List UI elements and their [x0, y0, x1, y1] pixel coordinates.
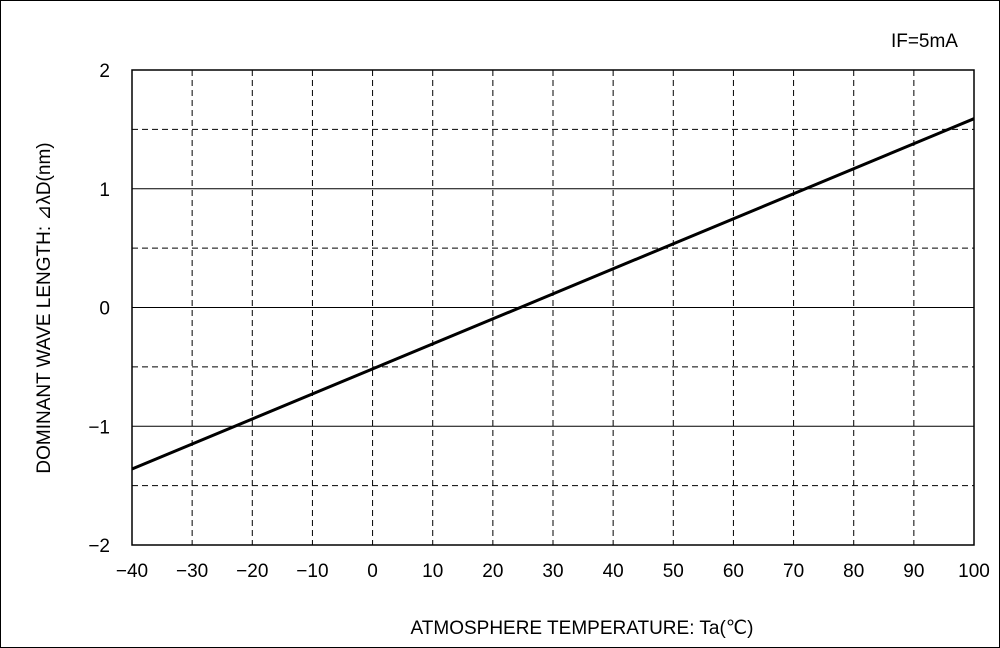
- x-tick-label: 40: [603, 561, 624, 582]
- x-tick-label: 60: [723, 561, 744, 582]
- x-tick-label: −40: [116, 561, 148, 582]
- x-tick-label: −30: [176, 561, 208, 582]
- y-tick-labels: 2 1 0 −1 −2: [88, 61, 110, 557]
- x-tick-label: 20: [482, 561, 503, 582]
- x-tick-label: −20: [236, 561, 268, 582]
- plot-area: [131, 69, 975, 546]
- x-tick-label: 50: [663, 561, 684, 582]
- x-tick-label: 100: [958, 561, 990, 582]
- series-group: [131, 117, 975, 471]
- y-tick-label: 0: [99, 299, 110, 320]
- x-tick-label: −10: [296, 561, 328, 582]
- x-tick-label: 90: [903, 561, 924, 582]
- series-line: [131, 117, 975, 471]
- x-axis-label: ATMOSPHERE TEMPERATURE: Ta(℃): [411, 618, 754, 639]
- y-tick-label: −2: [88, 536, 110, 557]
- x-tick-label: 80: [843, 561, 864, 582]
- x-tick-label: 70: [783, 561, 804, 582]
- x-tick-label: 10: [422, 561, 443, 582]
- y-tick-label: 2: [99, 61, 110, 82]
- y-tick-label: 1: [99, 180, 110, 201]
- y-axis-label: DOMINANT WAVE LENGTH: ⊿λD(nm): [34, 142, 55, 473]
- x-tick-labels: −40 −30 −20 −10 0 10 20 30 40 50 60 70 80 90 100: [116, 561, 990, 582]
- y-tick-label: −1: [88, 417, 110, 438]
- annotation-label: IF=5mA: [891, 31, 958, 52]
- grid: [132, 70, 974, 545]
- x-tick-label: 30: [542, 561, 563, 582]
- x-tick-label: 0: [367, 561, 378, 582]
